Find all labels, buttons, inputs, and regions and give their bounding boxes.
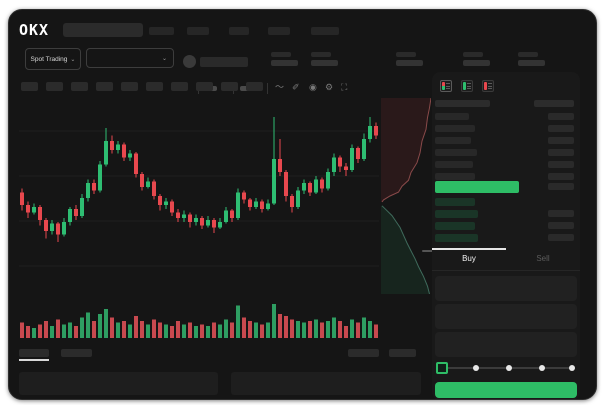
- active-tab-indicator: [432, 248, 506, 250]
- bid-row-amount[interactable]: [548, 210, 574, 217]
- total-input[interactable]: [435, 332, 577, 357]
- slider-step-dot[interactable]: [506, 365, 512, 371]
- timeframe-button[interactable]: [221, 82, 238, 91]
- stat-value-placeholder: [396, 60, 423, 66]
- history-panel-placeholder[interactable]: [231, 372, 421, 395]
- tabs-divider: [432, 270, 580, 271]
- nav-item-placeholder[interactable]: [311, 27, 339, 35]
- book-color-strip: [442, 82, 445, 90]
- ask-row-price[interactable]: [435, 173, 475, 180]
- asks-book-view-icon[interactable]: [482, 80, 494, 92]
- depth-chart: [381, 98, 431, 294]
- nav-item-placeholder[interactable]: [229, 27, 249, 35]
- buy-button[interactable]: [435, 382, 577, 398]
- spot-trading-dropdown[interactable]: Spot Trading ⌄: [25, 48, 81, 70]
- slider-step-dot[interactable]: [473, 365, 479, 371]
- bottom-action-placeholder[interactable]: [389, 349, 416, 357]
- bid-row-price[interactable]: [435, 234, 478, 242]
- okx-logo: OKX: [19, 21, 50, 39]
- last-price-badge[interactable]: [435, 181, 519, 193]
- camera-icon[interactable]: ◉: [309, 82, 317, 92]
- search-input[interactable]: [63, 23, 143, 37]
- combined-book-view-icon[interactable]: [440, 80, 452, 92]
- slider-step-dot[interactable]: [539, 365, 545, 371]
- bid-row-price[interactable]: [435, 222, 475, 230]
- ask-row-amount[interactable]: [548, 137, 574, 144]
- last-price-amount: [548, 183, 574, 190]
- bid-row-price[interactable]: [435, 210, 478, 218]
- pair-selector-dropdown[interactable]: ⌄: [86, 48, 174, 68]
- bids-book-view-icon[interactable]: [461, 80, 473, 92]
- ask-row-amount[interactable]: [548, 149, 574, 156]
- timeframe-button[interactable]: [46, 82, 63, 91]
- spot-trading-label: Spot Trading: [30, 55, 68, 63]
- timeframe-button[interactable]: [96, 82, 113, 91]
- book-rows-glyph: [488, 82, 492, 90]
- stat-value-placeholder: [518, 60, 545, 66]
- timeframe-button[interactable]: [146, 82, 163, 91]
- slider-step-dot[interactable]: [569, 365, 575, 371]
- tab-sell[interactable]: Sell: [536, 254, 550, 263]
- coin-icon: [183, 55, 196, 68]
- ask-row-price[interactable]: [435, 125, 475, 132]
- app-window: OKX Spot Trading⌄ ⌄ ⌄ ⌄ 〜 ✐ ◉ ⚙ ⛶ Buy Se…: [8, 9, 597, 400]
- bottom-tab-placeholder[interactable]: [61, 349, 92, 357]
- settings-gear-icon[interactable]: ⚙: [325, 82, 334, 92]
- timeframe-button[interactable]: [21, 82, 38, 91]
- bid-row-price[interactable]: [435, 198, 475, 206]
- candlestick-chart: [19, 116, 379, 338]
- stat-label-placeholder: [271, 52, 291, 57]
- timeframe-button[interactable]: [196, 82, 213, 91]
- draw-tool-icon[interactable]: ✐: [292, 82, 300, 92]
- book-rows-glyph: [446, 82, 450, 90]
- price-input[interactable]: [435, 276, 577, 301]
- trade-sidebar: Buy Sell: [432, 72, 580, 399]
- timeframe-button[interactable]: [171, 82, 188, 91]
- nav-item-placeholder[interactable]: [149, 27, 174, 35]
- stat-label-placeholder: [396, 52, 416, 57]
- stat-label-placeholder: [518, 52, 538, 57]
- fullscreen-icon[interactable]: ⛶: [341, 82, 348, 92]
- orderbook-header-right: [534, 100, 574, 107]
- nav-item-placeholder[interactable]: [268, 27, 290, 35]
- ask-row-amount[interactable]: [548, 161, 574, 168]
- book-color-strip: [463, 82, 466, 90]
- nav-item-placeholder[interactable]: [187, 27, 209, 35]
- ask-row-price[interactable]: [435, 161, 473, 168]
- toolbar-divider: [267, 83, 268, 94]
- book-color-strip: [484, 82, 487, 90]
- amount-input[interactable]: [435, 304, 577, 329]
- candle-type-placeholder[interactable]: [240, 86, 250, 91]
- stat-value-placeholder: [271, 60, 298, 66]
- chevron-down-icon: ⌄: [70, 56, 76, 63]
- chevron-down-icon: ⌄: [161, 55, 167, 62]
- indicator-wave-icon[interactable]: 〜: [275, 82, 285, 92]
- depth-price-marker: [422, 250, 433, 252]
- bottom-action-placeholder[interactable]: [348, 349, 379, 357]
- timeframe-button[interactable]: [71, 82, 88, 91]
- stat-label-placeholder: [311, 52, 331, 57]
- ask-row-amount[interactable]: [548, 173, 574, 180]
- timeframe-button[interactable]: [121, 82, 138, 91]
- bottom-active-tab-indicator: [19, 359, 49, 361]
- orderbook-header-left: [435, 100, 490, 107]
- bid-row-amount[interactable]: [548, 222, 574, 229]
- bid-row-amount[interactable]: [548, 234, 574, 241]
- stat-label-placeholder: [463, 52, 483, 57]
- pair-name-placeholder: [200, 57, 248, 67]
- bottom-tab-placeholder[interactable]: [19, 349, 49, 357]
- ask-row-amount[interactable]: [548, 125, 574, 132]
- slider-handle[interactable]: [436, 362, 448, 374]
- stat-value-placeholder: [463, 60, 490, 66]
- timeframe-button[interactable]: [246, 82, 263, 91]
- book-rows-glyph: [467, 82, 471, 90]
- ask-row-amount[interactable]: [548, 113, 574, 120]
- tab-buy[interactable]: Buy: [462, 254, 476, 263]
- stat-value-placeholder: [311, 60, 338, 66]
- ask-row-price[interactable]: [435, 137, 471, 144]
- ask-row-price[interactable]: [435, 149, 477, 156]
- orders-panel-placeholder[interactable]: [19, 372, 218, 395]
- ask-row-price[interactable]: [435, 113, 469, 120]
